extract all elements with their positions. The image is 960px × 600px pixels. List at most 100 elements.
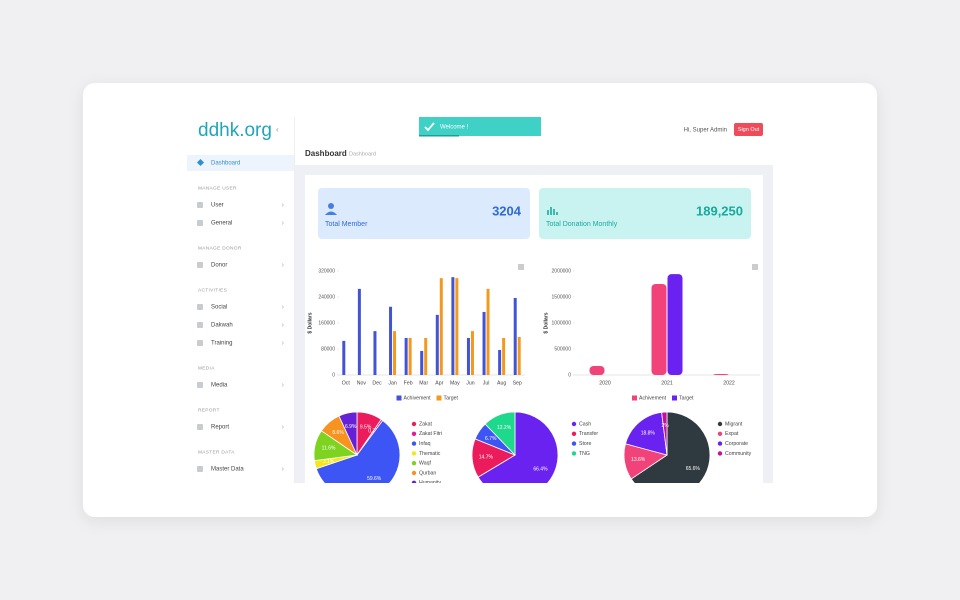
bar <box>482 311 486 375</box>
legend-label[interactable]: Community <box>725 451 752 457</box>
bar <box>589 366 605 375</box>
slice-label: 65.6% <box>686 466 701 472</box>
menu-item[interactable]: Media <box>211 383 228 389</box>
legend-label[interactable]: Zakat Fitri <box>419 431 442 437</box>
legend-label[interactable]: Infaq <box>419 441 431 447</box>
legend-label[interactable]: Thematic <box>419 451 441 457</box>
menu-icon <box>197 220 203 226</box>
toast <box>419 117 541 136</box>
menu-icon[interactable] <box>752 264 758 270</box>
menu-item[interactable]: Training <box>211 341 232 347</box>
menu-icon[interactable] <box>518 264 524 270</box>
legend-label[interactable]: Achivement <box>404 395 432 401</box>
legend-label[interactable]: Migrant <box>725 421 743 427</box>
menu-item[interactable]: Donor <box>211 263 227 269</box>
user-name: Hi, Super Admin <box>684 128 727 134</box>
menu-item[interactable]: User <box>211 203 224 209</box>
sign-out-label[interactable]: Sign Out <box>738 127 760 133</box>
legend-label[interactable]: Qurban <box>419 470 436 476</box>
active-menu[interactable] <box>187 155 295 171</box>
menu-icon <box>197 340 203 346</box>
bar <box>486 288 490 375</box>
stat-card <box>318 188 530 239</box>
pie-slice <box>661 411 668 456</box>
breadcrumb[interactable]: Dashboard <box>349 151 376 157</box>
slice-label: 8.6% <box>332 430 344 436</box>
bar <box>389 306 393 375</box>
slice-label: 13.6% <box>631 457 646 463</box>
legend-label[interactable]: Expat <box>725 431 739 437</box>
bar <box>404 337 408 375</box>
legend-swatch <box>411 421 417 427</box>
chevron <box>281 383 284 387</box>
pie-slice <box>338 411 358 456</box>
section-title: ACTIVITIES <box>198 287 227 293</box>
chevron <box>281 263 284 267</box>
legend-label[interactable]: Target <box>679 395 694 401</box>
y-tick-label: 1500000 <box>552 294 572 300</box>
y-tick-label: 80000 <box>321 346 335 352</box>
y-axis-title: $ Dollars <box>543 312 549 333</box>
y-tick-label: 0 <box>332 372 335 378</box>
menu-item[interactable]: Social <box>211 305 227 311</box>
y-tick-label: 160000 <box>318 320 335 326</box>
menu-item[interactable]: General <box>211 221 232 227</box>
section-title: MEDIA <box>198 365 215 371</box>
toast-progress <box>419 135 459 137</box>
bar <box>466 337 470 375</box>
legend-swatch <box>411 461 417 466</box>
legend-label[interactable]: TNG <box>579 451 590 457</box>
chevron <box>281 467 284 471</box>
legend-label[interactable]: Humanity <box>419 480 441 486</box>
menu-icon <box>197 382 203 388</box>
slice-label: 12.2% <box>497 425 512 431</box>
menu-item[interactable]: Master Data <box>211 467 244 473</box>
y-axis-title: $ Dollars <box>307 312 313 333</box>
legend-swatch <box>632 395 637 401</box>
collapse-icon[interactable]: ‹ <box>276 125 279 134</box>
legend-swatch <box>717 421 723 427</box>
legend-label[interactable]: Transfer <box>579 431 598 437</box>
legend-label[interactable]: Waqf <box>419 461 431 467</box>
divider <box>294 117 295 483</box>
bar <box>502 337 506 375</box>
slice-label: 14.7% <box>479 455 494 461</box>
x-tick-label: Nov <box>357 380 367 386</box>
bar <box>357 288 361 375</box>
x-tick-label: Jun <box>466 380 474 386</box>
pie-slice <box>630 411 711 483</box>
legend-swatch <box>396 395 402 401</box>
bar <box>517 336 521 375</box>
slice-label: 9.5% <box>360 424 372 430</box>
legend-swatch <box>571 421 577 427</box>
toast-text: Welcome ! <box>440 125 469 131</box>
menu-item[interactable]: Dashboard <box>211 161 240 167</box>
y-tick-label: 1000000 <box>552 320 572 326</box>
stat-value: 189,250 <box>696 203 743 218</box>
menu-item[interactable]: Dakwah <box>211 323 233 329</box>
stat-label: Total Member <box>325 221 368 228</box>
sign-out-button[interactable] <box>734 123 763 136</box>
slice-label: 6.7% <box>485 436 497 442</box>
legend-label[interactable]: Zakat <box>419 421 433 427</box>
pie-slice <box>484 411 516 456</box>
legend-label[interactable]: Store <box>579 441 592 447</box>
stat-value: 3204 <box>492 203 522 218</box>
section-title: MASTER DATA <box>198 449 235 455</box>
menu-item[interactable]: Report <box>211 425 229 431</box>
legend-swatch <box>571 441 577 446</box>
chevron <box>281 305 284 309</box>
legend-label[interactable]: Cash <box>579 421 591 427</box>
check-icon <box>424 122 435 132</box>
x-tick-label: 2020 <box>599 380 611 386</box>
legend-label[interactable]: Corporate <box>725 441 748 447</box>
bar <box>713 373 729 375</box>
x-tick-label: Apr <box>435 380 443 386</box>
x-tick-label: Jan <box>388 380 396 386</box>
bar <box>667 274 683 375</box>
x-tick-label: Jul <box>483 380 490 386</box>
legend-label[interactable]: Achivement <box>639 395 667 401</box>
x-tick-label: Dec <box>372 380 382 386</box>
bar <box>408 337 412 375</box>
legend-label[interactable]: Target <box>444 395 459 401</box>
